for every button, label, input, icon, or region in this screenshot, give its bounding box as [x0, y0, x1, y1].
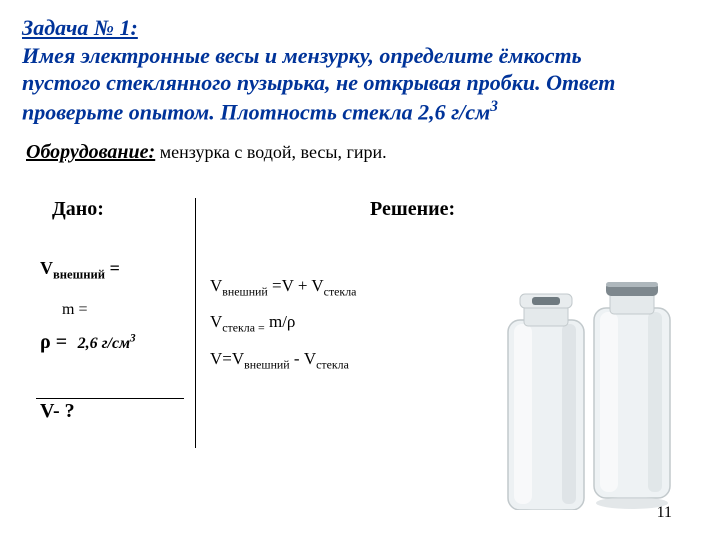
problem-number: Задача № 1: — [22, 15, 138, 40]
given-find: V- ? — [40, 400, 190, 423]
problem-title: Задача № 1: Имея электронные весы и менз… — [22, 14, 698, 125]
sol3-sub1: внешний — [244, 357, 290, 371]
equipment-text: мензурка с водой, весы, гири. — [155, 142, 386, 162]
rho-value: 2,6 г/см — [78, 335, 130, 352]
sol3-mid: - V — [290, 349, 316, 368]
v-outer-sub: внешний — [53, 268, 105, 282]
sol2-rhs: m/ρ — [265, 312, 296, 331]
sol3-sub2: стекла — [316, 357, 349, 371]
title-line-3: проверьте опытом. Плотность стекла 2,6 г… — [22, 99, 490, 124]
solution-line-3: V=Vвнешний - Vстекла — [210, 341, 356, 377]
given-column: Vвнешний = m = ρ = 2,6 г/см3 V- ? — [40, 240, 190, 441]
given-v-outer: Vвнешний = — [40, 258, 190, 283]
equipment-label: Оборудование: — [26, 141, 155, 163]
solution-column: Vвнешний =V + Vстекла Vстекла = m/ρ V=Vв… — [210, 268, 356, 377]
given-rho: ρ = 2,6 г/см3 — [40, 331, 190, 354]
vials-illustration — [470, 270, 690, 510]
rho-symbol: ρ = — [40, 331, 67, 353]
sol1-sub2: стекла — [324, 284, 357, 298]
title-line-2: пустого стеклянного пузырька, не открыва… — [22, 70, 615, 95]
solution-line-2: Vстекла = m/ρ — [210, 304, 356, 340]
given-header: Дано: — [52, 198, 652, 221]
title-line-3-sup: 3 — [490, 98, 498, 115]
sol1-sub1: внешний — [222, 284, 268, 298]
sol1-mid: =V + V — [268, 276, 324, 295]
given-divider-horizontal — [36, 398, 184, 399]
sol2-sub: стекла — [222, 321, 255, 335]
sol1-v: V — [210, 276, 222, 295]
equipment-line: Оборудование: мензурка с водой, весы, ги… — [26, 141, 698, 164]
sol2-v: V — [210, 312, 222, 331]
given-m: m = — [62, 301, 190, 319]
sol2-eq: = — [255, 321, 265, 335]
title-line-1: Имея электронные весы и мензурку, опреде… — [22, 43, 582, 68]
v-symbol: V — [40, 258, 53, 278]
given-divider-vertical — [195, 198, 196, 448]
m-line: m = — [62, 301, 87, 318]
solution-header: Решение: — [370, 198, 455, 221]
v-outer-eq: = — [105, 258, 120, 278]
rho-sup: 3 — [130, 332, 136, 344]
sol3-a: V=V — [210, 349, 244, 368]
solution-line-1: Vвнешний =V + Vстекла — [210, 268, 356, 304]
